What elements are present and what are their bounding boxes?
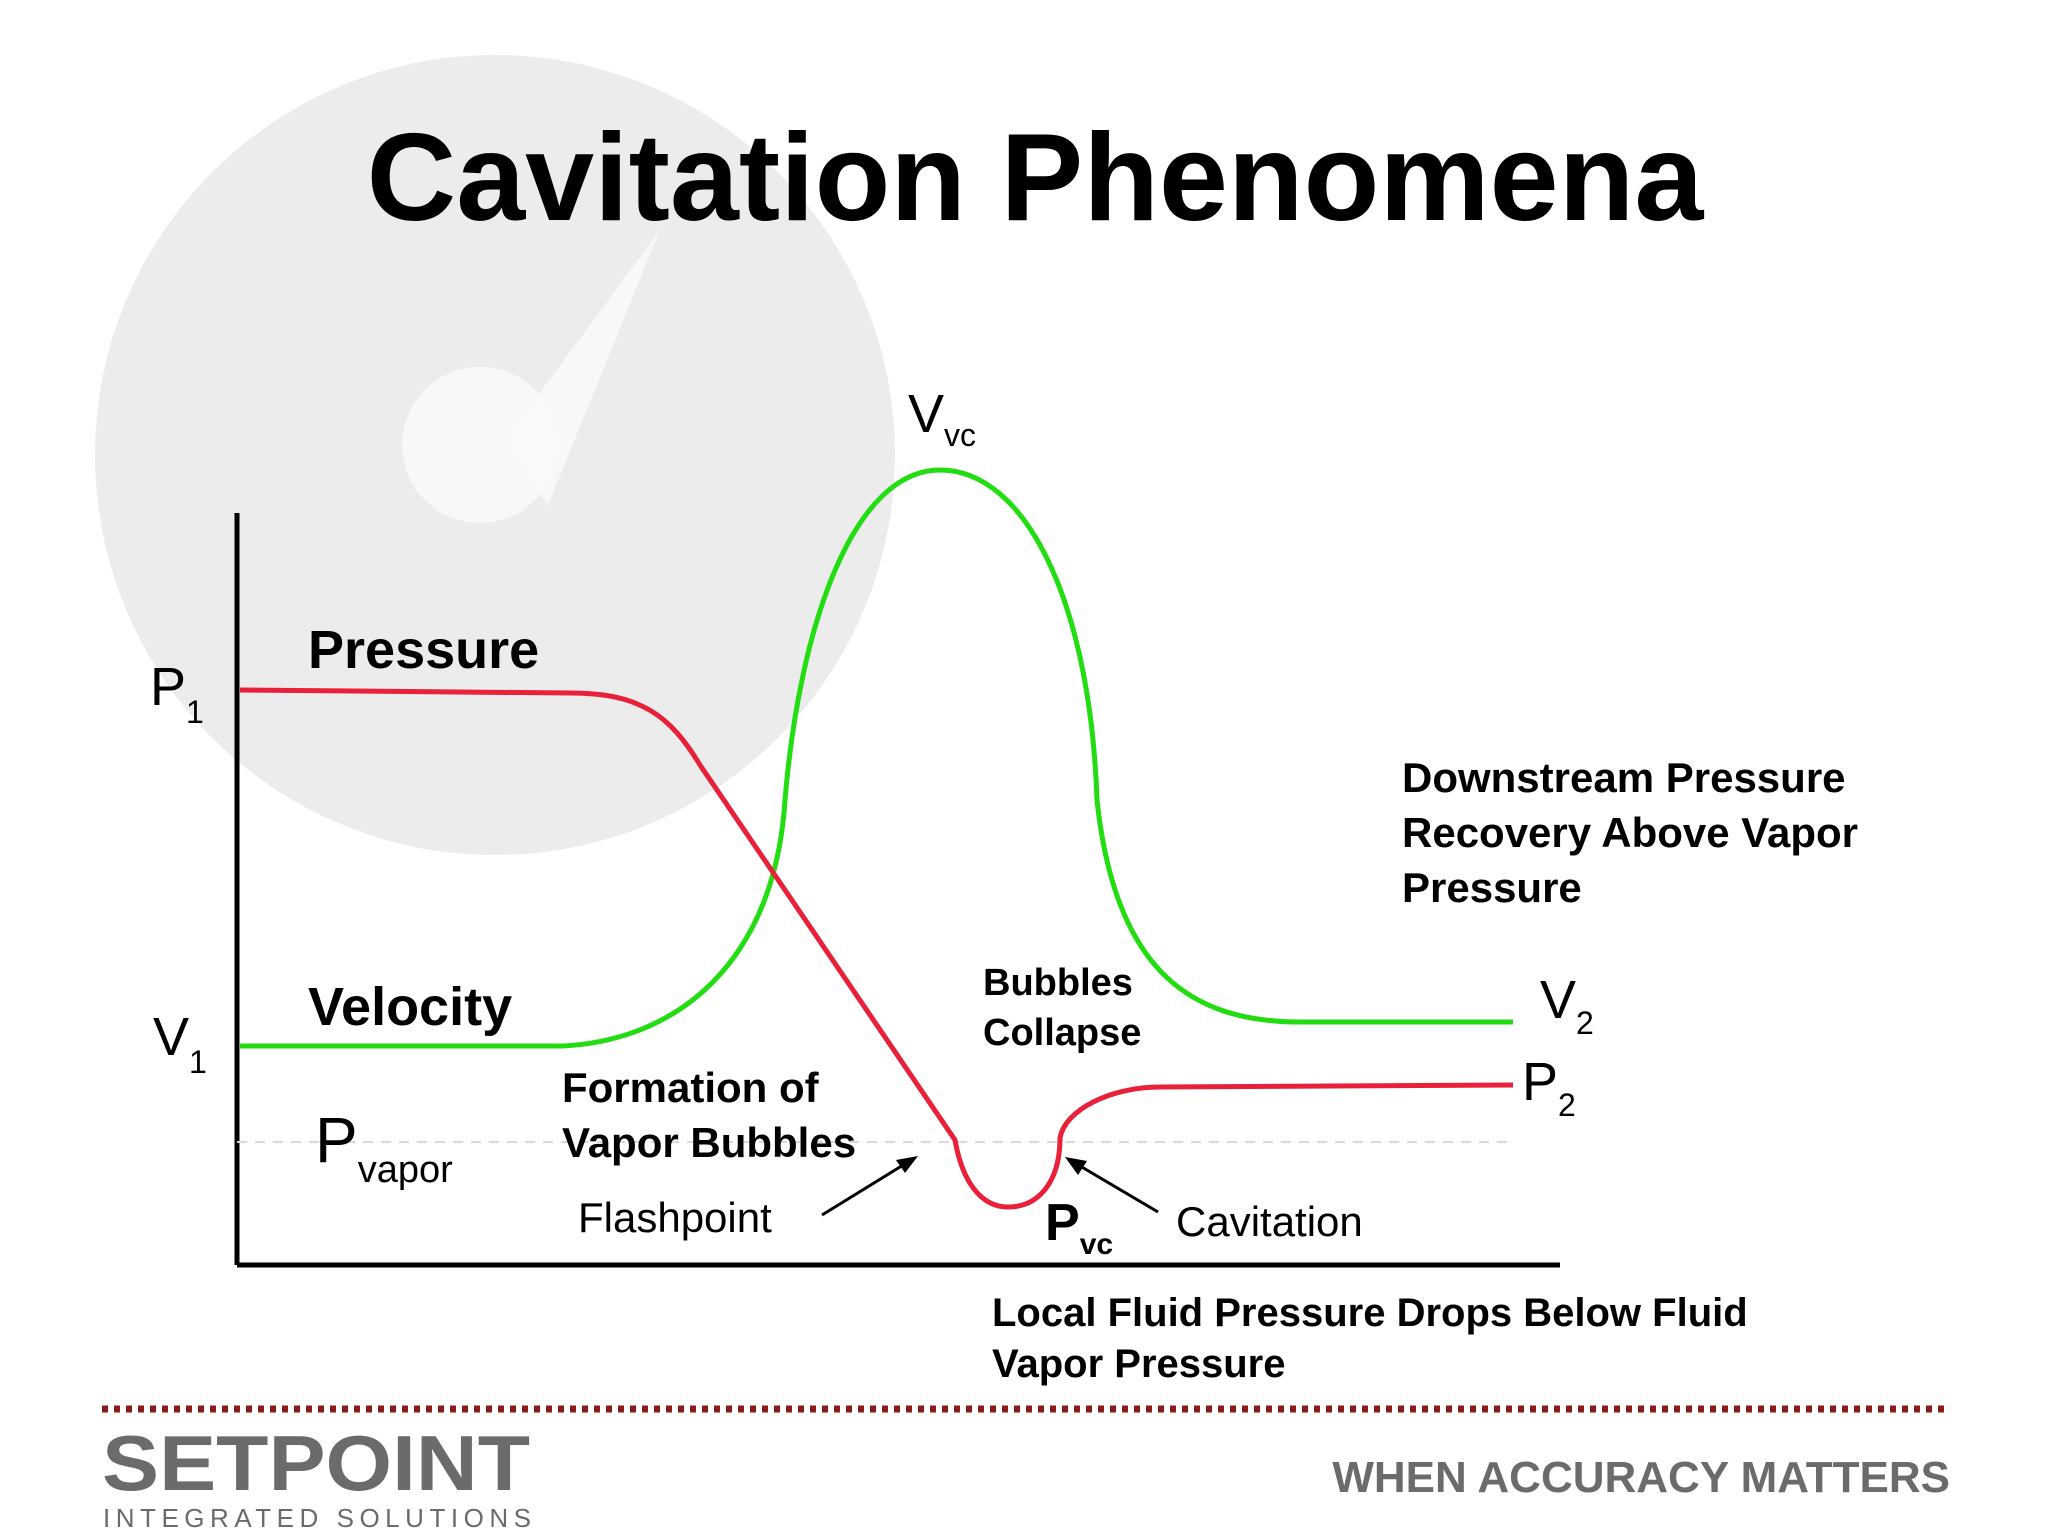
flashpoint-arrow [821,1160,909,1217]
pvc-label: Pvc [1045,1194,1113,1261]
local-pressure-line2: Vapor Pressure [992,1342,1286,1386]
v2-label: V2 [1540,970,1594,1041]
downstream-line3: Pressure [1402,864,1582,911]
setpoint-logo: SETPOINT INTEGRATED SOLUTIONS [102,1419,531,1533]
local-pressure-line1: Local Fluid Pressure Drops Below Fluid [992,1291,1748,1335]
formation-label-line1: Formation of [562,1064,820,1111]
velocity-curve [240,467,1513,1049]
v1-label: V1 [153,1007,207,1080]
page-title: Cavitation Phenomena [367,109,1705,247]
pvapor-label: Pvapor [315,1104,453,1191]
vvc-label: Vvc [908,384,976,453]
cavitation-arrow [1074,1161,1159,1214]
bubbles-collapse-line2: Collapse [983,1012,1141,1054]
pressure-curve [239,687,1514,1210]
logo-wordmark: SETPOINT [102,1419,530,1507]
formation-label-line2: Vapor Bubbles [562,1119,856,1166]
velocity-series-label: Velocity [308,977,512,1037]
cavitation-label: Cavitation [1176,1198,1363,1245]
watermark-gauge-icon [95,55,895,855]
footer-slogan: WHEN ACCURACY MATTERS [1332,1453,1950,1502]
bubbles-collapse-line1: Bubbles [983,962,1133,1004]
flashpoint-label: Flashpoint [578,1194,772,1241]
flashpoint-arrowhead [896,1156,918,1173]
downstream-line2: Recovery Above Vapor [1402,809,1858,856]
p2-label: P2 [1522,1052,1576,1123]
cavitation-arrowhead [1065,1157,1087,1175]
pressure-series-label: Pressure [308,620,539,680]
logo-tagline: INTEGRATED SOLUTIONS [103,1503,531,1533]
p1-label: P1 [150,657,204,730]
downstream-line1: Downstream Pressure [1402,754,1846,801]
